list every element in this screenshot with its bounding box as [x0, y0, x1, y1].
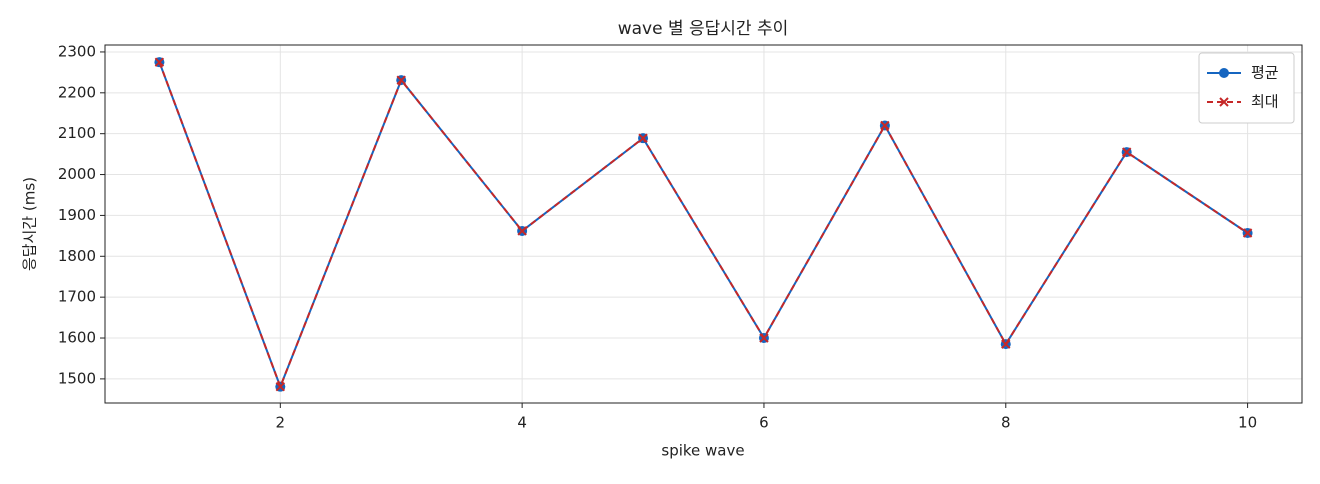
data-point [1001, 339, 1011, 349]
chart-title: wave 별 응답시간 추이 [618, 19, 789, 39]
data-point [154, 57, 165, 67]
y-axis-label: 응답시간 (ms) [21, 177, 39, 271]
data-point [396, 75, 406, 85]
x-tick-label: 2 [276, 414, 286, 432]
data-point [880, 120, 890, 131]
y-tick-label: 1600 [58, 329, 96, 347]
x-axis-label: spike wave [661, 442, 744, 460]
y-tick-label: 1800 [58, 247, 96, 265]
y-tick-label: 2000 [58, 165, 96, 183]
data-point [275, 381, 286, 392]
series-line [158, 61, 1249, 390]
y-tick-label: 2200 [58, 83, 96, 101]
y-tick-label: 2100 [58, 124, 96, 142]
legend-label: 최대 [1251, 93, 1279, 111]
legend-label: 평균 [1251, 64, 1279, 82]
y-tick-label: 1500 [58, 369, 96, 387]
plot-frame [104, 44, 1303, 404]
y-tick-label: 1700 [58, 288, 96, 306]
x-tick-label: 10 [1238, 414, 1257, 432]
legend-marker [1219, 97, 1229, 107]
data-point [638, 133, 648, 143]
y-tick-label: 2300 [58, 42, 96, 60]
y-tick-label: 1900 [58, 206, 96, 224]
x-tick-label: 4 [517, 414, 527, 432]
legend-box [1198, 52, 1295, 124]
legend-marker [1219, 68, 1229, 78]
data-point [517, 226, 527, 236]
x-tick-label: 8 [1001, 414, 1011, 432]
data-point [1121, 147, 1132, 157]
x-tick-label: 6 [759, 414, 769, 432]
data-point [759, 333, 769, 343]
data-point [1242, 228, 1253, 238]
